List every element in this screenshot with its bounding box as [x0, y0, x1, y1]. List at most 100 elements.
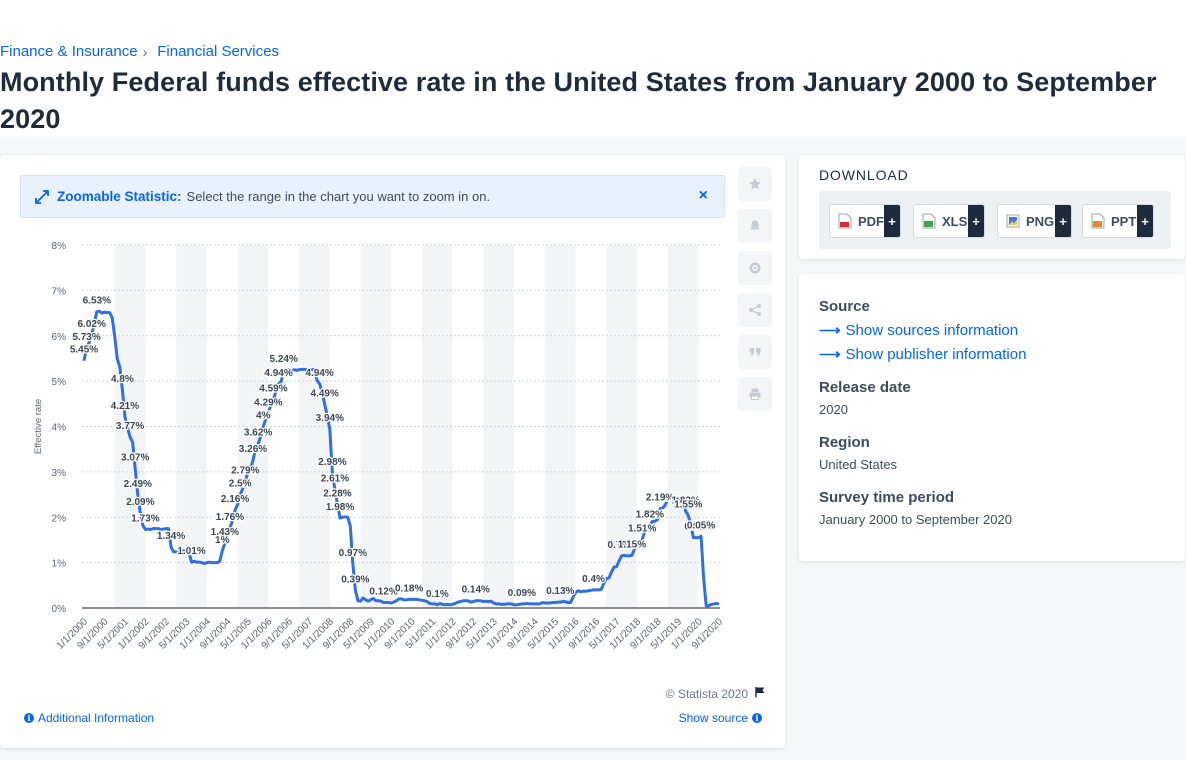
data-label: 1.43%: [211, 527, 239, 538]
download-xls-label: XLS: [942, 213, 968, 229]
survey-period-heading: Survey time period: [819, 489, 955, 506]
zoom-banner-text: Select the range in the chart you want t…: [186, 189, 491, 204]
release-date-value: 2020: [819, 402, 848, 417]
data-label: 1.76%: [216, 512, 244, 523]
data-label: 1.01%: [177, 546, 205, 557]
data-label: 0.65%: [684, 522, 712, 533]
chart-toolbar: [738, 167, 772, 419]
release-date-heading: Release date: [819, 379, 911, 396]
breadcrumb-financial-services[interactable]: Financial Services: [157, 43, 279, 60]
data-label: 3.62%: [244, 428, 272, 439]
show-sources-link[interactable]: ⟶ Show sources information: [819, 321, 1019, 340]
download-png-plus[interactable]: +: [1055, 205, 1071, 237]
expand-icon: [35, 189, 49, 204]
download-ppt-button[interactable]: PPT +: [1082, 204, 1154, 238]
print-button[interactable]: [738, 377, 772, 411]
share-button[interactable]: [738, 293, 772, 327]
y-tick-label: 2%: [52, 513, 67, 524]
download-ppt-plus[interactable]: +: [1137, 205, 1153, 237]
data-label: 0.39%: [341, 574, 369, 585]
copyright: © Statista 2020: [666, 686, 766, 701]
download-ppt-label: PPT: [1111, 213, 1137, 229]
pdf-icon: [838, 213, 852, 229]
close-icon[interactable]: ×: [698, 187, 708, 204]
y-tick-label: 6%: [52, 332, 67, 343]
download-buttons: PDF + XLS + PNG + PPT +: [819, 191, 1171, 249]
arrow-right-icon: ⟶: [819, 346, 841, 363]
download-xls-button[interactable]: XLS +: [913, 204, 985, 238]
download-pdf-plus[interactable]: +: [884, 205, 900, 237]
download-pdf-button[interactable]: PDF +: [829, 204, 901, 238]
data-label: 0.4%: [582, 574, 605, 585]
y-tick-label: 7%: [52, 286, 67, 297]
data-label: 1.98%: [326, 502, 354, 513]
ppt-icon: [1091, 213, 1105, 229]
info-icon: i: [752, 713, 762, 723]
data-label: 4.8%: [111, 374, 134, 385]
download-pdf-label: PDF: [858, 213, 884, 229]
data-label: 2.19%: [646, 493, 674, 504]
data-label: 5.24%: [270, 354, 298, 365]
data-label: 1.15%: [618, 539, 646, 550]
data-label: 1%: [215, 535, 230, 546]
data-label: 4.29%: [254, 397, 282, 408]
y-tick-label: 3%: [52, 468, 67, 479]
data-label: 2.49%: [124, 479, 152, 490]
download-xls-plus[interactable]: +: [968, 205, 984, 237]
data-label: 2.61%: [321, 474, 349, 485]
show-sources-text: Show sources information: [845, 321, 1019, 339]
flag-icon[interactable]: [754, 686, 766, 701]
zoom-banner-label: Zoomable Statistic:: [57, 189, 182, 204]
show-source-text: Show source: [678, 711, 748, 725]
print-icon: [749, 388, 761, 400]
data-label: 3.26%: [239, 444, 267, 455]
copyright-text: © Statista 2020: [665, 686, 748, 701]
zoom-banner: Zoomable Statistic: Select the range in …: [20, 175, 725, 218]
y-tick-label: 8%: [52, 241, 67, 252]
data-label: 3.77%: [116, 421, 144, 432]
xls-icon: [922, 213, 936, 229]
star-icon: [749, 178, 761, 190]
y-tick-label: 5%: [52, 377, 67, 388]
show-publisher-text: Show publisher information: [845, 345, 1027, 363]
data-label: 0.79%: [608, 540, 636, 551]
favorite-button[interactable]: [738, 167, 772, 201]
data-label: 6.53%: [83, 296, 111, 307]
data-label: 4.59%: [259, 384, 287, 395]
data-label: 1.34%: [157, 531, 185, 542]
settings-button[interactable]: [738, 251, 772, 285]
data-label: 5.73%: [72, 332, 100, 343]
additional-information-link[interactable]: i Additional Information: [20, 711, 154, 725]
cite-button[interactable]: [738, 335, 772, 369]
breadcrumb-finance-insurance[interactable]: Finance & Insurance: [0, 43, 138, 60]
info-icon: i: [24, 713, 34, 723]
data-label: 2.5%: [229, 479, 252, 490]
notification-button[interactable]: [738, 209, 772, 243]
source-heading: Source: [819, 298, 870, 315]
data-label: 3.94%: [316, 413, 344, 424]
line-chart[interactable]: 0%1%2%3%4%5%6%7%8%Effective rate1/1/2000…: [0, 155, 785, 700]
show-source-link[interactable]: Show source i: [679, 711, 766, 725]
data-label: 1.73%: [131, 514, 159, 525]
breadcrumb-separator: ›: [142, 43, 148, 60]
arrow-right-icon: ⟶: [819, 322, 841, 339]
data-label: 4.49%: [311, 388, 339, 399]
data-label: 0.1%: [426, 589, 449, 600]
survey-period-value: January 2000 to September 2020: [819, 512, 1012, 527]
download-png-label: PNG: [1026, 213, 1055, 229]
data-label: 0.09%: [508, 588, 536, 599]
show-publisher-link[interactable]: ⟶ Show publisher information: [819, 345, 1027, 364]
breadcrumb: Finance & Insurance › Financial Services: [0, 43, 279, 60]
download-png-button[interactable]: PNG +: [997, 204, 1072, 238]
region-value: United States: [819, 457, 898, 472]
data-label: 0.05%: [687, 520, 715, 531]
series-line: [82, 309, 720, 608]
data-label: 1.82%: [636, 509, 664, 520]
y-tick-label: 1%: [52, 559, 67, 570]
page-title: Monthly Federal funds effective rate in …: [0, 67, 1157, 134]
data-label: 0.18%: [395, 583, 423, 594]
region-heading: Region: [819, 434, 870, 451]
source-card: Source ⟶ Show sources information ⟶ Show…: [799, 274, 1185, 561]
data-label: 4%: [256, 411, 271, 422]
data-label: 0.12%: [369, 587, 397, 598]
